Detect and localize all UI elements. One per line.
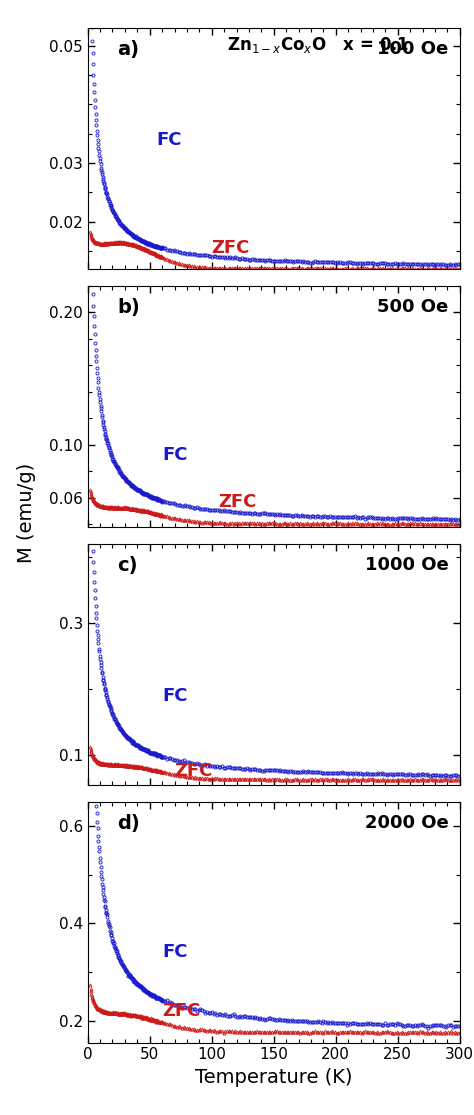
Text: ZFC: ZFC: [162, 1002, 201, 1020]
Text: 500 Oe: 500 Oe: [377, 298, 448, 316]
Text: FC: FC: [162, 943, 188, 961]
Text: ZFC: ZFC: [174, 762, 213, 779]
Text: 2000 Oe: 2000 Oe: [365, 814, 448, 832]
Text: FC: FC: [156, 130, 182, 148]
Text: FC: FC: [162, 687, 188, 705]
Text: d): d): [118, 814, 140, 833]
Text: 100 Oe: 100 Oe: [377, 40, 448, 58]
Text: ZFC: ZFC: [218, 493, 256, 511]
Text: FC: FC: [162, 446, 188, 464]
Text: c): c): [118, 555, 138, 574]
Text: M (emu/g): M (emu/g): [17, 463, 36, 563]
Text: Zn$_{1-x}$Co$_x$O   x = 0.1: Zn$_{1-x}$Co$_x$O x = 0.1: [227, 35, 410, 55]
Text: a): a): [118, 40, 139, 59]
Text: b): b): [118, 298, 140, 317]
Text: 1000 Oe: 1000 Oe: [365, 555, 448, 574]
X-axis label: Temperature (K): Temperature (K): [195, 1068, 353, 1087]
Text: ZFC: ZFC: [212, 240, 250, 258]
